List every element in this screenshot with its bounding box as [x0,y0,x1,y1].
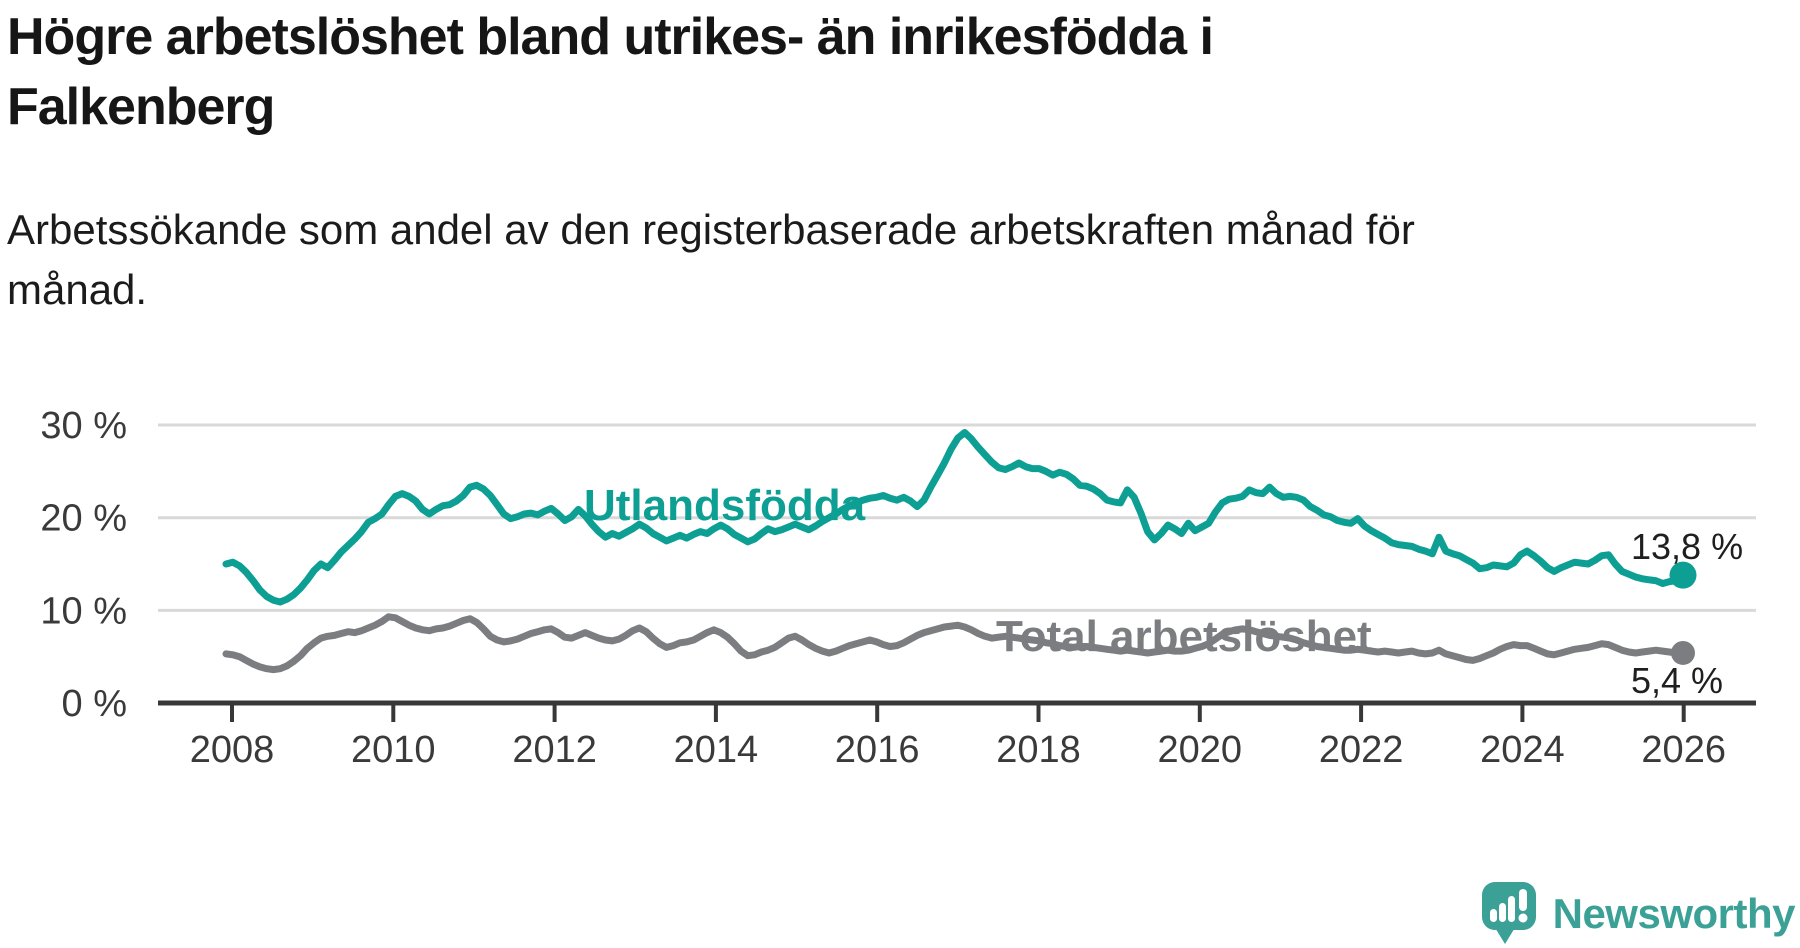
x-axis-tick-label: 2026 [1641,729,1726,771]
x-axis-tick-label: 2024 [1480,729,1565,771]
subtitle-line-2: månad. [7,266,148,313]
utlandsfodda-series-label: Utlandsfödda [584,481,866,530]
y-axis-label: 30 % [40,405,127,447]
x-axis-tick-label: 2008 [190,729,275,771]
newsworthy-logo-text: Newsworthy [1552,890,1796,937]
y-axis-label: 10 % [40,590,127,632]
x-axis-tick-label: 2018 [996,729,1081,771]
subtitle-line-1: Arbetssökande som andel av den registerb… [7,206,1415,253]
y-axis-label: 20 % [40,498,127,540]
total-arbetsloshet-line-end-dot [1671,640,1695,665]
x-axis-tick-label: 2014 [674,729,759,771]
title-line-1: Högre arbetslöshet bland utrikes- än inr… [7,8,1214,66]
title-line-2: Falkenberg [7,78,275,136]
newsworthy-logo: Newsworthy [1481,882,1796,946]
x-axis-tick-label: 2022 [1319,729,1404,771]
total-arbetsloshet-end-value-label: 5,4 % [1631,660,1723,701]
newsworthy-speech-bubble-chart-icon [1481,882,1536,944]
x-axis-tick-label: 2016 [835,729,920,771]
utlandsfodda-line [222,429,1687,606]
total-arbetsloshet-line [222,613,1687,674]
page-title: Högre arbetslöshet bland utrikes- än inr… [7,2,1427,142]
x-axis-tick-label: 2010 [351,729,436,771]
utlandsfodda-end-value-label: 13,8 % [1631,526,1743,567]
x-axis-tick-label: 2012 [512,729,597,771]
utlandsfodda-line-end-dot [1669,561,1697,589]
y-axis-label: 0 % [62,683,127,725]
x-axis-tick-label: 2020 [1158,729,1243,771]
chart-subtitle: Arbetssökande som andel av den registerb… [7,200,1507,320]
total-arbetsloshet-series-label: Total arbetslöshet [996,612,1372,661]
